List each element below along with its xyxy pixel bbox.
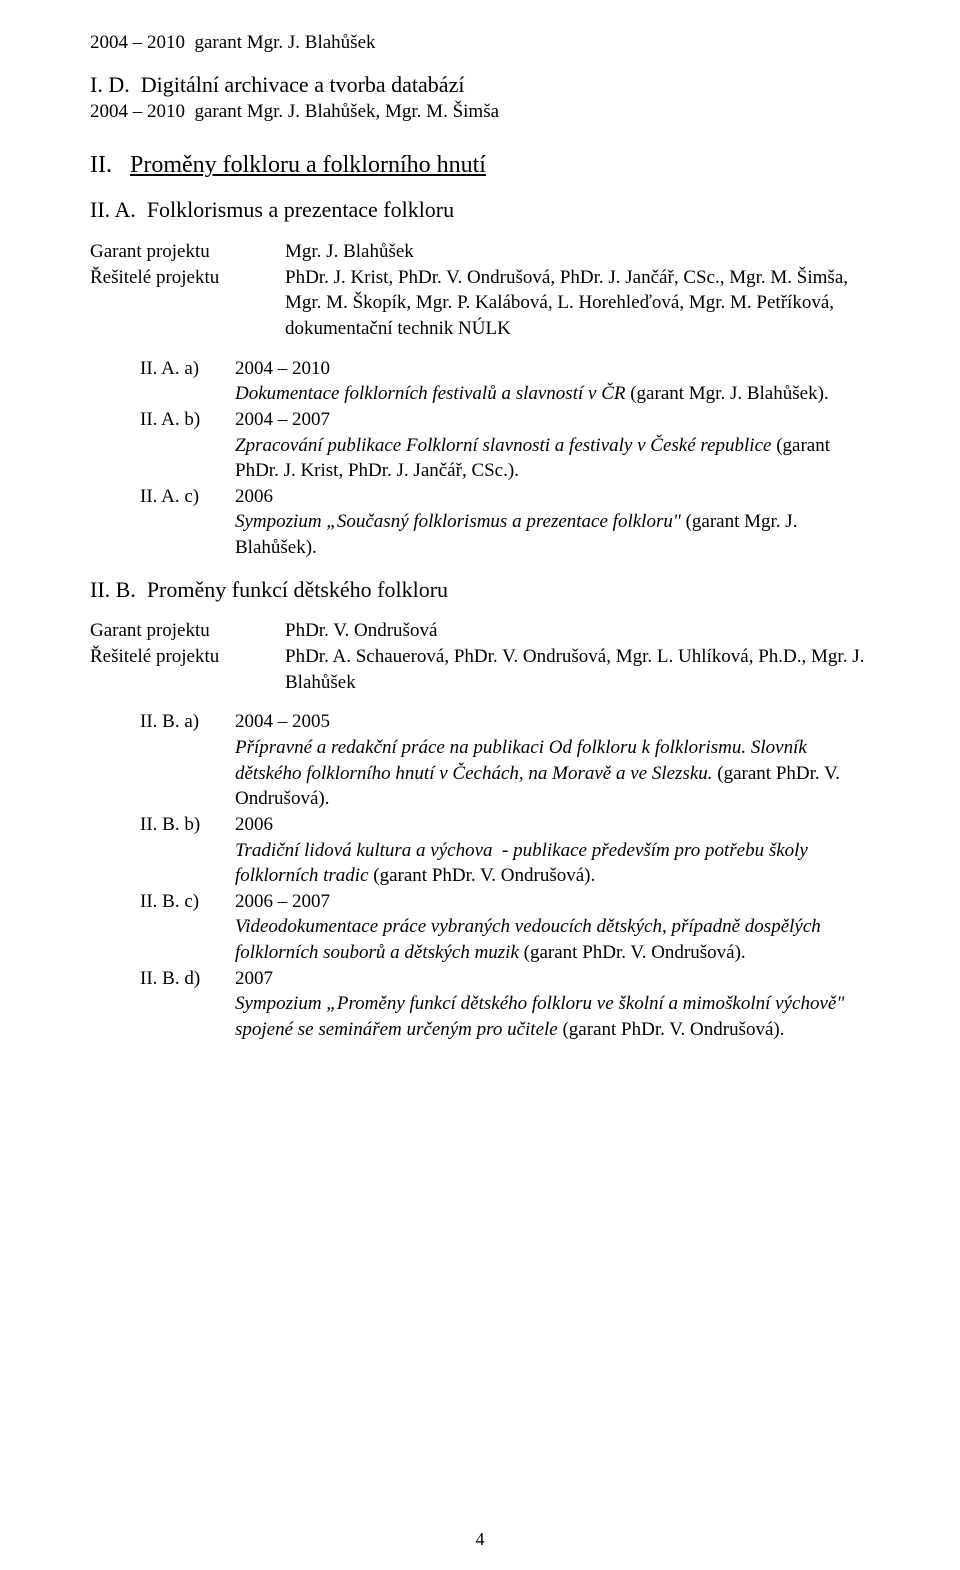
item-year: 2006 (235, 486, 273, 507)
garant-label: Garant projektu (90, 239, 285, 265)
item-year: 2004 – 2007 (235, 409, 330, 430)
item-label: II. B. a) (90, 709, 235, 735)
garant-label: Garant projektu (90, 618, 285, 644)
item-body: 2006 Tradiční lidová kultura a výchova -… (235, 812, 870, 889)
item-body: 2004 – 2007 Zpracování publikace Folklor… (235, 407, 870, 484)
item-desc-rest: (garant Mgr. J. Blahůšek). (630, 383, 828, 404)
item-IIA-b: II. A. b) 2004 – 2007 Zpracování publika… (90, 407, 870, 484)
item-desc-italic: Dokumentace folklorních festivalů a slav… (235, 383, 630, 404)
item-label: II. A. c) (90, 484, 235, 510)
IIB-garant-row: Garant projektu PhDr. V. Ondrušová (90, 618, 870, 644)
item-body: 2007 Sympozium „Proměny funkcí dětského … (235, 966, 870, 1043)
item-IIB-c: II. B. c) 2006 – 2007 Videodokumentace p… (90, 889, 870, 966)
section-I-D-title: I. D. Digitální archivace a tvorba datab… (90, 70, 870, 100)
item-label: II. B. c) (90, 889, 235, 915)
page-number: 4 (0, 1529, 960, 1550)
item-year: 2004 – 2010 (235, 358, 330, 379)
item-desc-rest: (garant PhDr. V. Ondrušová). (373, 865, 595, 886)
item-label: II. A. b) (90, 407, 235, 433)
top-line: 2004 – 2010 garant Mgr. J. Blahůšek (90, 30, 870, 56)
IIA-res-row: Řešitelé projektu PhDr. J. Krist, PhDr. … (90, 265, 870, 342)
item-label: II. A. a) (90, 356, 235, 382)
document-page: 2004 – 2010 garant Mgr. J. Blahůšek I. D… (0, 0, 960, 1570)
item-year: 2004 – 2005 (235, 711, 330, 732)
section-II-roman: II. (90, 152, 112, 178)
item-body: 2006 – 2007 Videodokumentace práce vybra… (235, 889, 870, 966)
res-value: PhDr. A. Schauerová, PhDr. V. Ondrušová,… (285, 644, 870, 695)
garant-value: PhDr. V. Ondrušová (285, 618, 870, 644)
item-IIA-c: II. A. c) 2006 Sympozium „Současný folkl… (90, 484, 870, 561)
IIB-res-row: Řešitelé projektu PhDr. A. Schauerová, P… (90, 644, 870, 695)
section-I-D-line: 2004 – 2010 garant Mgr. J. Blahůšek, Mgr… (90, 99, 870, 125)
item-year: 2007 (235, 968, 273, 989)
item-body: 2004 – 2005 Přípravné a redakční práce n… (235, 709, 870, 812)
item-IIB-d: II. B. d) 2007 Sympozium „Proměny funkcí… (90, 966, 870, 1043)
IIA-garant-row: Garant projektu Mgr. J. Blahůšek (90, 239, 870, 265)
section-II-A-title: II. A. Folklorismus a prezentace folklor… (90, 195, 870, 225)
item-label: II. B. b) (90, 812, 235, 838)
item-IIB-b: II. B. b) 2006 Tradiční lidová kultura a… (90, 812, 870, 889)
section-II-title: Proměny folkloru a folklorního hnutí (130, 152, 486, 178)
item-IIB-a: II. B. a) 2004 – 2005 Přípravné a redakč… (90, 709, 870, 812)
item-label: II. B. d) (90, 966, 235, 992)
item-desc-rest: (garant PhDr. V. Ondrušová). (562, 1019, 784, 1040)
item-desc-italic: Sympozium „Současný folklorismus a preze… (235, 511, 686, 532)
section-II-heading: II. Proměny folkloru a folklorního hnutí (90, 149, 870, 181)
item-body: 2004 – 2010 Dokumentace folklorních fest… (235, 356, 870, 407)
item-year: 2006 – 2007 (235, 891, 330, 912)
res-value: PhDr. J. Krist, PhDr. V. Ondrušová, PhDr… (285, 265, 870, 342)
garant-value: Mgr. J. Blahůšek (285, 239, 870, 265)
item-year: 2006 (235, 814, 273, 835)
item-desc-italic: Zpracování publikace Folklorní slavnosti… (235, 435, 776, 456)
item-desc-rest: (garant PhDr. V. Ondrušová). (524, 942, 746, 963)
item-IIA-a: II. A. a) 2004 – 2010 Dokumentace folklo… (90, 356, 870, 407)
item-body: 2006 Sympozium „Současný folklorismus a … (235, 484, 870, 561)
res-label: Řešitelé projektu (90, 644, 285, 695)
res-label: Řešitelé projektu (90, 265, 285, 342)
section-II-B-title: II. B. Proměny funkcí dětského folkloru (90, 575, 870, 605)
